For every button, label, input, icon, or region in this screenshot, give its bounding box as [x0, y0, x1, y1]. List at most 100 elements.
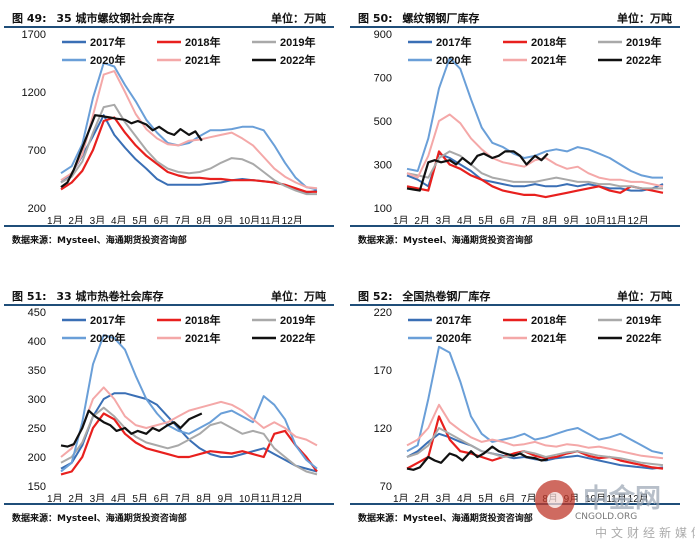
series-line [406, 150, 664, 199]
x-tick-label: 3月 [90, 215, 106, 224]
series-line [60, 114, 203, 188]
panel-header: 图 50: 螺纹钢钢厂库存 单位：万吨 [350, 4, 680, 28]
series-line [406, 427, 664, 467]
chart-panel-4: 图 52: 全国热卷钢厂库存 单位：万吨 70 120 170 220 1月 2月 3月 4月… [350, 282, 680, 527]
series-line [60, 412, 318, 476]
y-tick-label: 700 [28, 145, 46, 157]
x-tick-label: 2月 [68, 493, 84, 502]
y-tick-label: 1200 [22, 87, 46, 99]
legend-label: 2021年 [531, 53, 566, 67]
figure-unit: 单位：万吨 [617, 290, 672, 303]
legend-label: 2019年 [626, 313, 661, 327]
series-line [60, 62, 318, 191]
x-tick-label: 5月 [132, 493, 148, 502]
legend-label: 2019年 [280, 313, 315, 327]
legend-label: 2018年 [185, 313, 220, 327]
x-tick-label: 10月 [585, 215, 606, 224]
panel-footer: 数据来源：Mysteel、海通期货投资咨询部 [4, 503, 334, 527]
x-tick-label: 12月 [282, 215, 303, 224]
legend-label: 2017年 [90, 35, 125, 49]
panel-header: 图 49: 35 城市螺纹钢社会库存 单位：万吨 [4, 4, 334, 28]
figure-title: 图 50: 螺纹钢钢厂库存 [358, 10, 479, 26]
x-tick-label: 10月 [239, 215, 260, 224]
chart-panel-3: 图 51: 33 城市热卷社会库存 单位：万吨 150 200 250 300 350 4… [4, 282, 334, 527]
watermark-logo-icon [535, 480, 575, 520]
x-tick-label: 8月 [196, 215, 212, 224]
series-line [406, 113, 664, 188]
legend-label: 2019年 [626, 35, 661, 49]
y-tick-label: 350 [28, 365, 46, 377]
figure-number: 图 49: [12, 12, 47, 25]
x-tick-label: 12月 [628, 215, 649, 224]
x-tick-label: 11月 [260, 215, 280, 224]
x-tick-label: 6月 [154, 215, 170, 224]
watermark: 中金网 CNGOLD.ORG 中文财经新媒体 [535, 478, 695, 552]
series-line [60, 103, 317, 196]
x-tick-label: 11月 [606, 493, 626, 502]
series-line [406, 445, 549, 471]
series-line [406, 403, 664, 460]
legend-label: 2018年 [531, 35, 566, 49]
x-tick-label: 11月 [606, 215, 626, 224]
figure-title: 图 51: 33 城市热卷社会库存 [12, 288, 164, 304]
x-tick-label: 2月 [414, 493, 430, 502]
x-tick-label: 9月 [218, 215, 234, 224]
x-tick-label: 4月 [111, 493, 127, 502]
legend-label: 2020年 [90, 53, 125, 67]
x-tick-label: 9月 [564, 215, 580, 224]
watermark-text: 中金网 [583, 484, 662, 514]
y-tick-label: 300 [28, 394, 46, 406]
legend-label: 2022年 [626, 53, 661, 67]
y-tick-label: 170 [374, 365, 392, 377]
series-line [406, 152, 664, 192]
legend-label: 2019年 [280, 35, 315, 49]
legend-label: 2022年 [280, 53, 315, 67]
series-line [406, 415, 664, 470]
x-tick-label: 2月 [414, 215, 430, 224]
series-line [60, 386, 318, 458]
x-tick-label: 5月 [132, 215, 148, 224]
series-line [406, 150, 663, 190]
figure-number: 图 50: [358, 12, 393, 25]
y-tick-label: 300 [374, 160, 392, 172]
figure-title-text: 33 城市热卷社会库存 [56, 290, 164, 303]
x-tick-label: 3月 [436, 215, 452, 224]
panel-footer: 数据来源：Mysteel、海通期货投资咨询部 [4, 225, 334, 249]
legend-label: 2017年 [436, 35, 471, 49]
series-line [406, 150, 549, 192]
figure-source: 数据来源：Mysteel、海通期货投资咨询部 [12, 236, 187, 246]
x-tick-label: 1月 [47, 215, 63, 224]
figure-number: 图 51: [12, 290, 47, 303]
y-tick-label: 120 [374, 423, 392, 435]
series-line [406, 345, 664, 455]
y-tick-label: 450 [28, 307, 46, 319]
y-tick-label: 150 [28, 481, 46, 493]
x-tick-label: 6月 [500, 215, 516, 224]
x-tick-label: 4月 [457, 215, 473, 224]
x-tick-label: 4月 [111, 215, 127, 224]
chart-plot: 200 700 1200 1700 1月 2月 3月 4月 5月 6月 7月 8月 9月 10月 11月 12… [22, 29, 318, 224]
x-tick-label: 6月 [500, 493, 516, 502]
x-tick-label: 1月 [393, 215, 409, 224]
panel-header: 图 51: 33 城市热卷社会库存 单位：万吨 [4, 282, 334, 306]
legend-label: 2017年 [90, 313, 125, 327]
x-tick-label: 8月 [196, 493, 212, 502]
y-tick-label: 200 [28, 452, 46, 464]
x-tick-label: 1月 [393, 493, 409, 502]
legend-label: 2018年 [531, 313, 566, 327]
y-tick-label: 900 [374, 29, 392, 41]
figure-title: 图 49: 35 城市螺纹钢社会库存 [12, 10, 175, 26]
y-tick-label: 400 [28, 336, 46, 348]
x-tick-label: 12月 [282, 493, 303, 502]
legend-label: 2022年 [626, 331, 661, 345]
chart-panel-2: 图 50: 螺纹钢钢厂库存 单位：万吨 100 300 500 700 900 1月 2月 3… [350, 4, 680, 249]
x-tick-label: 7月 [521, 493, 537, 502]
watermark-tagline: 中文财经新媒体 [595, 526, 695, 540]
figure-title-text: 螺纹钢钢厂库存 [402, 12, 480, 25]
chart-panel-1: 图 49: 35 城市螺纹钢社会库存 单位：万吨 200 700 1200 1700 1… [4, 4, 334, 249]
legend-label: 2018年 [185, 35, 220, 49]
series-line [60, 406, 318, 476]
chart-plot: 100 300 500 700 900 1月 2月 3月 4月 5月 6月 7月 8月 9月 10月 11月 1… [374, 29, 664, 224]
legend-label: 2021年 [185, 331, 220, 345]
x-tick-label: 2月 [68, 215, 84, 224]
